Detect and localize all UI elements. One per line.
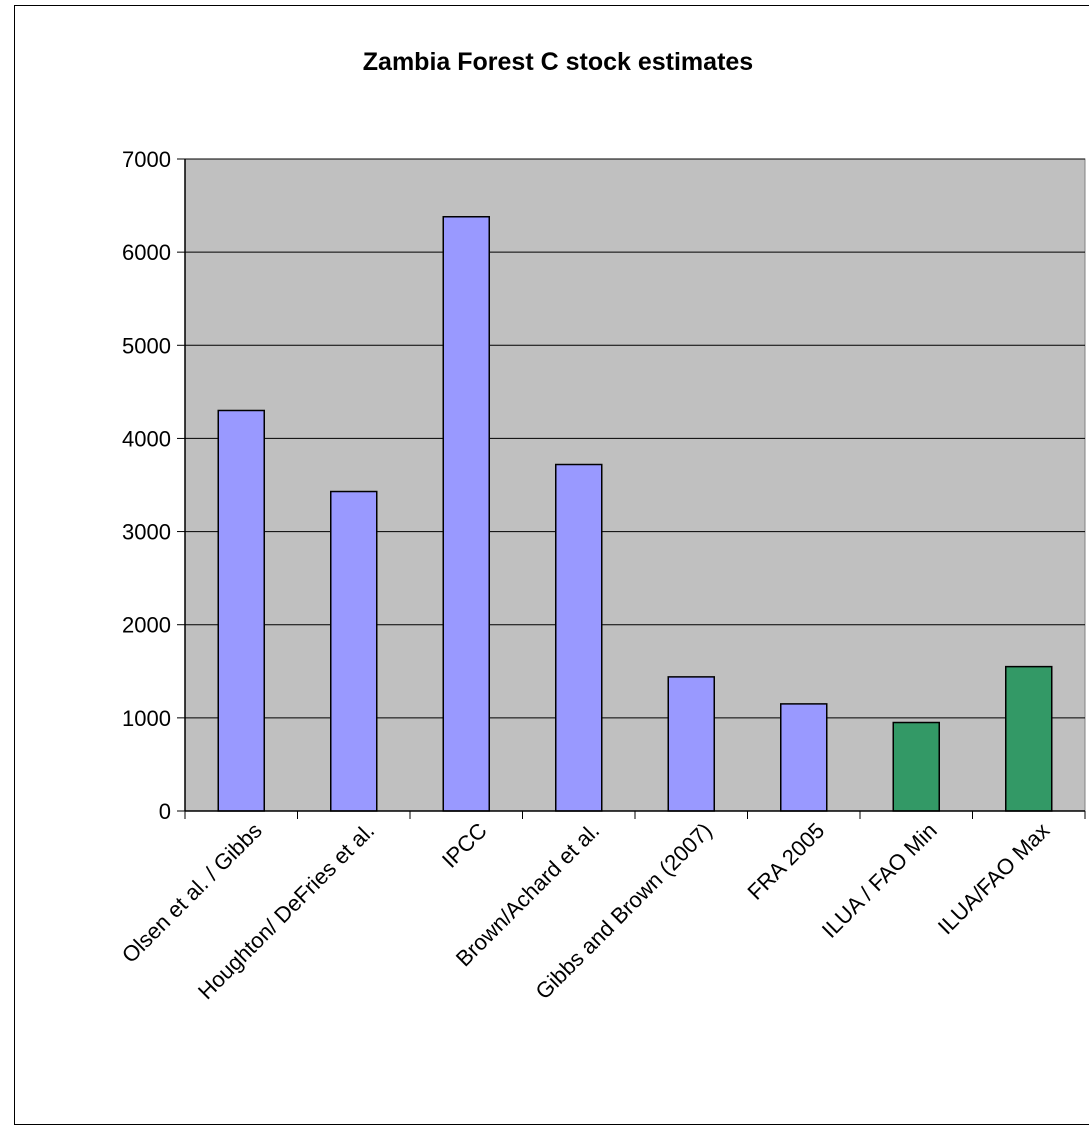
bar-2 — [442, 215, 490, 812]
axes — [177, 158, 1086, 819]
y-tick-label: 0 — [159, 799, 171, 824]
bar-7 — [1005, 665, 1053, 812]
x-tick-label: FRA 2005 — [742, 818, 829, 905]
bar-1 — [330, 490, 378, 812]
bar-4 — [667, 676, 715, 812]
plot-area — [184, 158, 1086, 812]
x-tick-label: ILUA/FAO Max — [933, 818, 1054, 939]
bar-0 — [217, 409, 265, 812]
y-tick-label: 6000 — [122, 240, 171, 265]
y-tick-label: 2000 — [122, 613, 171, 638]
bar-3 — [555, 463, 603, 812]
y-tick-label: 5000 — [122, 333, 171, 358]
bars — [217, 215, 1053, 812]
y-tick-label: 7000 — [122, 147, 171, 172]
y-tick-label: 1000 — [122, 706, 171, 731]
y-tick-labels: 0 1000 2000 3000 4000 5000 6000 7000 — [122, 147, 171, 824]
bar-5 — [780, 703, 828, 812]
y-tick-label: 4000 — [122, 426, 171, 451]
x-tick-label: ILUA / FAO Min — [817, 818, 942, 943]
y-tick-label: 3000 — [122, 520, 171, 545]
x-tick-label: IPCC — [437, 818, 492, 873]
bar-6 — [892, 721, 940, 812]
chart-title: Zambia Forest C stock estimates — [363, 48, 753, 76]
